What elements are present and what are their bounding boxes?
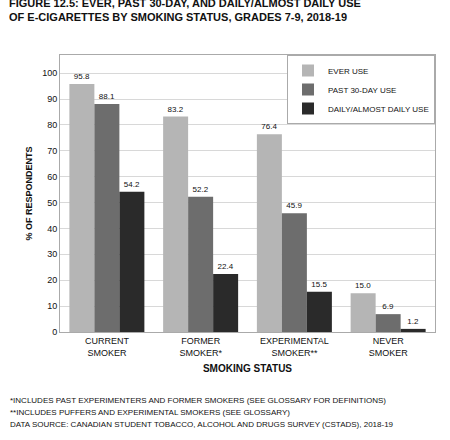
svg-text:DAILY/ALMOST DAILY USE: DAILY/ALMOST DAILY USE: [328, 105, 429, 114]
svg-text:PAST 30-DAY USE: PAST 30-DAY USE: [328, 86, 396, 95]
svg-text:6.9: 6.9: [382, 302, 394, 311]
svg-text:0: 0: [52, 327, 57, 337]
svg-text:95.8: 95.8: [74, 72, 90, 81]
svg-text:1.2: 1.2: [407, 317, 419, 326]
svg-text:52.2: 52.2: [193, 185, 209, 194]
svg-text:80: 80: [47, 120, 57, 130]
svg-text:NEVERSMOKER: NEVERSMOKER: [369, 336, 409, 358]
svg-text:FIGURE 12.5: EVER, PAST 30-DAY: FIGURE 12.5: EVER, PAST 30-DAY, AND DAIL…: [9, 0, 361, 23]
svg-text:70: 70: [47, 146, 57, 156]
svg-text:76.4: 76.4: [261, 122, 277, 131]
svg-text:*INCLUDES PAST EXPERIMENTERS A: *INCLUDES PAST EXPERIMENTERS AND FORMER …: [10, 396, 386, 405]
svg-text:DATA SOURCE: CANADIAN STUDENT: DATA SOURCE: CANADIAN STUDENT TOBACCO, A…: [10, 420, 394, 429]
svg-text:30: 30: [47, 249, 57, 259]
svg-text:83.2: 83.2: [168, 105, 184, 114]
svg-text:50: 50: [47, 198, 57, 208]
svg-text:54.2: 54.2: [124, 180, 140, 189]
svg-text:20: 20: [47, 275, 57, 285]
svg-text:45.9: 45.9: [286, 201, 302, 210]
svg-text:40: 40: [47, 224, 57, 234]
svg-text:88.1: 88.1: [99, 92, 115, 101]
svg-text:100: 100: [42, 68, 57, 78]
svg-text:**INCLUDES PUFFERS AND EXPERIM: **INCLUDES PUFFERS AND EXPERIMENTAL SMOK…: [10, 408, 290, 417]
svg-text:22.4: 22.4: [218, 262, 234, 271]
svg-text:EXPERIMENTALSMOKER**: EXPERIMENTALSMOKER**: [260, 336, 329, 358]
svg-text:15.0: 15.0: [355, 281, 371, 290]
svg-text:10: 10: [47, 301, 57, 311]
svg-text:% OF RESPONDENTS: % OF RESPONDENTS: [24, 146, 34, 240]
svg-text:EVER USE: EVER USE: [328, 67, 368, 76]
svg-text:90: 90: [47, 94, 57, 104]
svg-text:SMOKING STATUS: SMOKING STATUS: [203, 363, 292, 374]
svg-text:CURRENTSMOKER: CURRENTSMOKER: [85, 336, 130, 358]
svg-text:15.5: 15.5: [311, 280, 327, 289]
svg-text:60: 60: [47, 172, 57, 182]
svg-text:FORMERSMOKER*: FORMERSMOKER*: [179, 336, 222, 358]
